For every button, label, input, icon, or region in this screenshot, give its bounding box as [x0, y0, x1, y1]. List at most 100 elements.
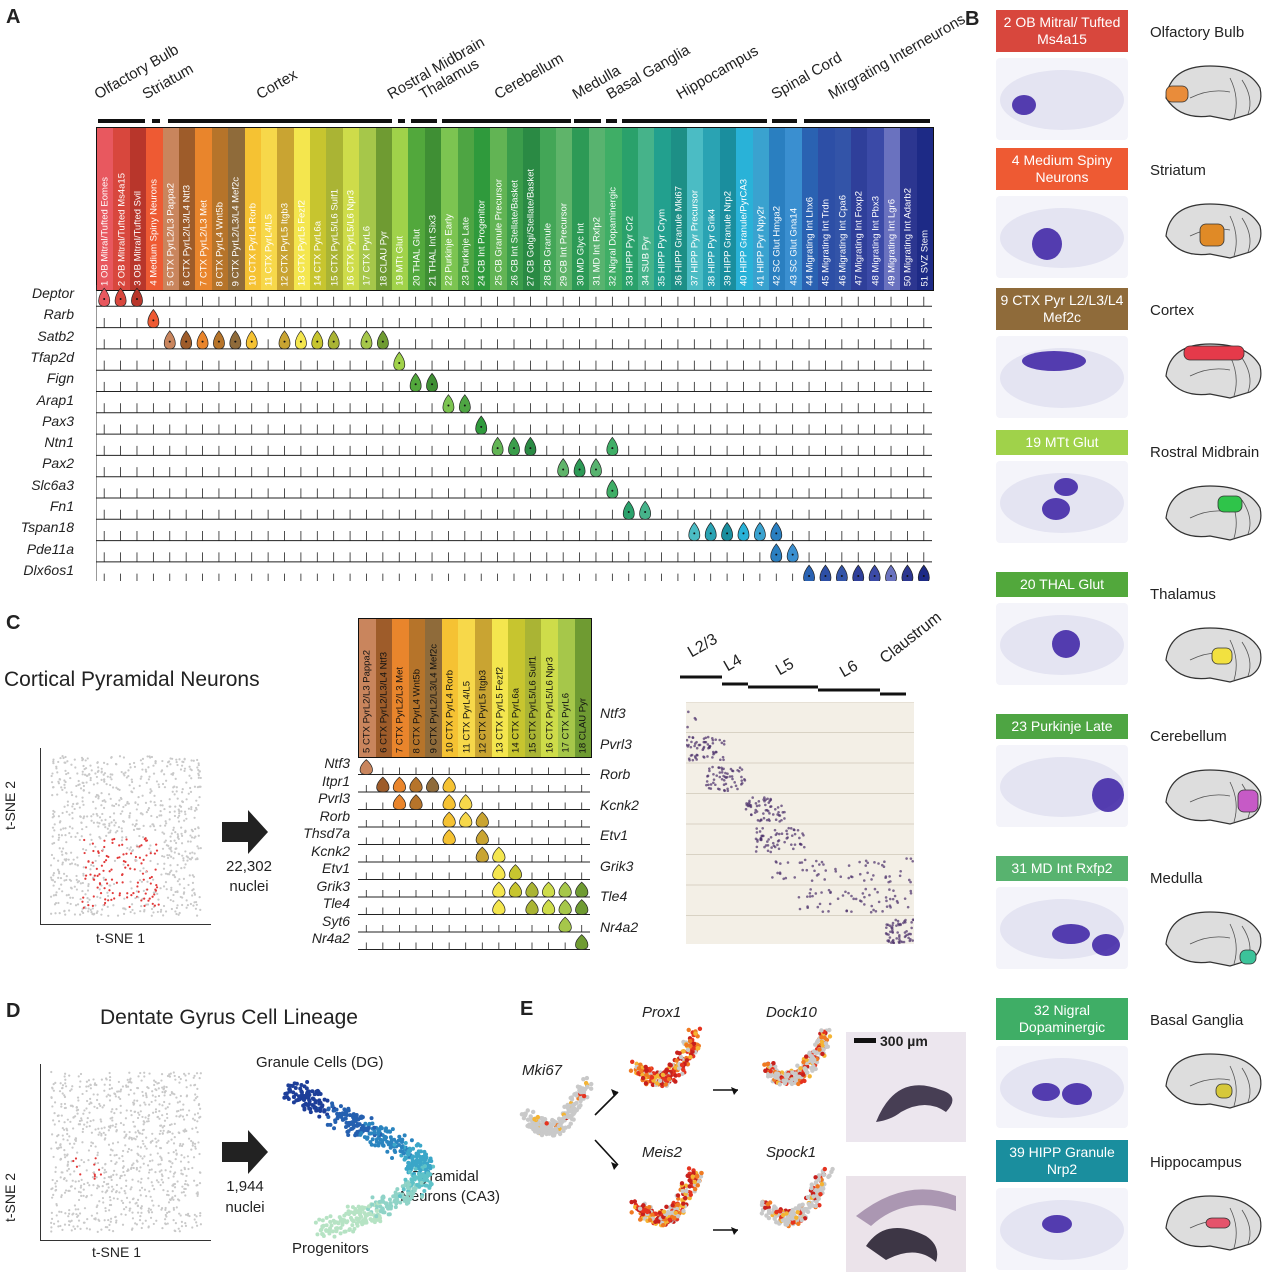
cluster-label: 13 CTX PyrL5 Fezf2	[494, 667, 505, 753]
violin-plot-c	[358, 757, 592, 955]
cluster-column: 35 HIPP Pyr Crym	[654, 128, 670, 290]
cluster-label: 19 MTt Glut	[395, 236, 406, 286]
cluster-card: 2 OB Mitral/ Tufted Ms4a15	[996, 10, 1128, 140]
scale-bar-label: 300 µm	[880, 1033, 928, 1049]
cluster-label: 49 Migrating Int Lgr6	[886, 199, 897, 286]
violin-mark	[493, 847, 505, 862]
violin-mark	[559, 882, 571, 897]
violin-mark	[576, 935, 588, 950]
violin-mark	[559, 900, 571, 915]
cluster-column: 10 CTX PyrL4 Rorb	[442, 619, 459, 757]
violin-mark	[509, 865, 521, 880]
cluster-column: 2 OB Mitral/Tufted Ms4a15	[113, 128, 129, 290]
gene-label: Ntf3	[270, 755, 350, 771]
violin-plot-a	[96, 285, 934, 581]
cluster-card: 39 HIPP Granule Nrp2	[996, 1140, 1128, 1270]
violin-mark	[559, 917, 571, 932]
violin-mark	[295, 331, 306, 349]
violin-mark	[689, 522, 700, 540]
cluster-column: 19 MTt Glut	[392, 128, 408, 290]
cluster-label: 7 CTX PyrL2/L3 Met	[395, 667, 406, 753]
violin-mark	[410, 795, 422, 810]
cluster-label: 14 CTX PyrL6a	[313, 221, 324, 286]
gene-label: Thsd7a	[270, 825, 350, 841]
gene-label: Tfap2d	[0, 349, 74, 365]
violin-mark	[443, 795, 455, 810]
cluster-column: 11 CTX PyrL4/L5	[261, 128, 277, 290]
cluster-column: 26 CB Int Stellate/Basket	[507, 128, 523, 290]
violin-row	[358, 847, 590, 862]
violin-mark	[476, 812, 488, 827]
cluster-label: 29 CB Int Precursor	[559, 203, 570, 286]
violin-mark	[590, 459, 601, 477]
violin-row	[96, 416, 932, 434]
lineage-plot	[280, 1070, 450, 1250]
cluster-label: 48 Migrating Int Pbx3	[870, 196, 881, 286]
layer-label: Claustrum	[877, 609, 946, 668]
cluster-label: 17 CTX PyrL6	[362, 226, 373, 286]
violin-mark	[738, 522, 749, 540]
cluster-column: 48 Migrating Int Pbx3	[867, 128, 883, 290]
cluster-label: 27 CB Golgi/Stellate/Basket	[526, 169, 537, 286]
violin-row	[358, 865, 590, 880]
cluster-card-title: 23 Purkinje Late	[996, 714, 1128, 739]
violin-mark	[213, 331, 224, 349]
cluster-column: 4 Medium Spiny Neurons	[146, 128, 162, 290]
cluster-label: 38 HIPP Pyr Grik4	[706, 209, 717, 286]
cluster-label: 4 Medium Spiny Neurons	[149, 179, 160, 286]
cluster-label: 31 MD Int Rxfp2	[591, 217, 602, 286]
violin-mark	[836, 565, 847, 581]
violin-mark	[427, 373, 438, 391]
brain-schematic-icon	[1160, 196, 1270, 266]
cluster-label: 51 SVZ Stem	[919, 230, 930, 287]
cluster-label: 8 CTX PyrL4 Wnt5b	[412, 669, 423, 753]
cluster-column: 12 CTX PyrL5 Itgb3	[475, 619, 492, 757]
brain-schematic-icon	[1160, 904, 1270, 974]
violin-row	[96, 395, 932, 413]
violin-mark	[164, 331, 175, 349]
violin-mark	[509, 882, 521, 897]
layer-label: L2/3	[685, 631, 721, 662]
cluster-column: 10 CTX PyrL4 Rorb	[245, 128, 261, 290]
region-name: Hippocampus	[1150, 1154, 1242, 1171]
violin-mark	[410, 373, 421, 391]
ish-sagittal-image	[996, 745, 1128, 827]
gene-label: Grik3	[270, 878, 350, 894]
cluster-column: 44 Migrating Int Lhx6	[802, 128, 818, 290]
brain-schematic-icon	[1160, 1046, 1270, 1116]
gene-label: Satb2	[0, 328, 74, 344]
tsne-plot-d	[40, 1064, 211, 1241]
violin-row	[358, 900, 590, 915]
cluster-column: 40 HIPP Granule/PyrCA3	[736, 128, 752, 290]
gene-label: Etv1	[270, 860, 350, 876]
gene-label: Ntn1	[0, 434, 74, 450]
cluster-label: 1 OB Mitral/Tufted Eomes	[100, 177, 111, 286]
ish-image-stack	[686, 702, 914, 944]
cluster-column: 7 CTX PyrL2/L3 Met	[392, 619, 409, 757]
violin-mark	[493, 865, 505, 880]
violin-mark	[558, 459, 569, 477]
violin-mark	[574, 459, 585, 477]
region-name: Thalamus	[1150, 586, 1216, 603]
violin-mark	[607, 437, 618, 455]
brain-schematic-icon	[1160, 1188, 1270, 1258]
cluster-column: 18 CLAU Pyr	[376, 128, 392, 290]
cluster-card-title: 32 Nigral Dopaminergic	[996, 998, 1128, 1040]
violin-mark	[623, 501, 634, 519]
cluster-column: 12 CTX PyrL5 Itgb3	[277, 128, 293, 290]
cluster-column: 25 CB Granule Precursor	[490, 128, 506, 290]
cluster-column: 24 CB Int Progenitor	[474, 128, 490, 290]
cluster-label: 44 Migrating Int Lhx6	[804, 197, 815, 286]
brain-schematic-icon	[1160, 478, 1270, 548]
violin-row	[96, 544, 932, 562]
cluster-column: 14 CTX PyrL6a	[508, 619, 525, 757]
cluster-label: 10 CTX PyrL4 Rorb	[247, 203, 258, 286]
cluster-card: 32 Nigral Dopaminergic	[996, 998, 1128, 1128]
panel-label-c: C	[6, 612, 20, 635]
cluster-column: 13 CTX PyrL5 Fezf2	[294, 128, 310, 290]
cluster-label: 14 CTX PyrL6a	[511, 688, 522, 753]
cluster-column: 15 CTX PyrL5/L6 Sulf1	[525, 619, 542, 757]
violin-mark	[459, 395, 470, 413]
cluster-column: 38 HIPP Pyr Grik4	[703, 128, 719, 290]
ish-gene-label: Pvrl3	[600, 736, 680, 752]
